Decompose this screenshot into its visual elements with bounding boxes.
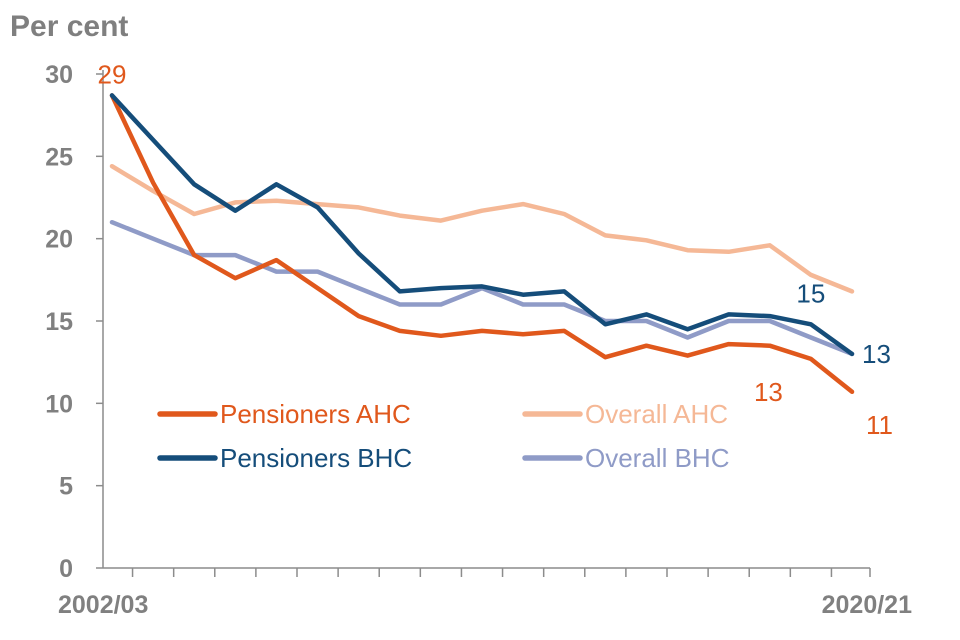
data-label: 13: [862, 339, 891, 369]
y-tick-label: 10: [45, 390, 73, 418]
x-tick-label: 2002/03: [58, 591, 148, 619]
y-tick-label: 30: [45, 61, 73, 89]
legend: Pensioners AHC Overall AHC Pensioners BHC O…: [157, 399, 729, 473]
data-label: 13: [754, 377, 783, 407]
y-tick-label: 0: [59, 555, 73, 583]
x-tick-label: 2020/21: [822, 591, 912, 619]
data-label: 29: [98, 59, 127, 89]
y-axis-title: Per cent: [10, 10, 128, 43]
legend-label: Overall AHC: [585, 399, 728, 429]
data-label: 11: [866, 410, 893, 440]
series-lines: [109, 93, 855, 395]
axes: 0 5 10 15 20 25 30 2002/03 2020/21: [45, 61, 912, 619]
legend-item-overall-ahc: Overall AHC: [522, 399, 728, 429]
series-line-overall-ahc: [109, 163, 855, 294]
y-tick-label: 15: [45, 308, 73, 336]
legend-item-overall-bhc: Overall BHC: [522, 443, 729, 473]
legend-label: Overall BHC: [585, 443, 729, 473]
legend-item-pensioners-bhc: Pensioners BHC: [157, 443, 412, 473]
data-labels: 29 15 13 13 11: [98, 59, 893, 439]
legend-label: Pensioners AHC: [220, 399, 411, 429]
data-label: 15: [796, 278, 825, 308]
y-tick-label: 20: [45, 226, 73, 254]
y-tick-label: 5: [59, 473, 73, 501]
legend-label: Pensioners BHC: [220, 443, 412, 473]
series-line-pensioners-ahc: [109, 93, 855, 395]
y-tick-label: 25: [45, 143, 73, 171]
legend-item-pensioners-ahc: Pensioners AHC: [157, 399, 411, 429]
series-line-pensioners-bhc: [109, 93, 855, 357]
